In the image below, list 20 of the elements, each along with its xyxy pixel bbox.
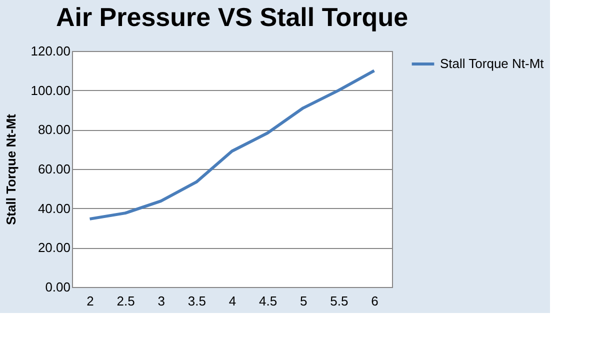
x-tick-label: 3 xyxy=(158,294,166,308)
x-tick-label: 2.5 xyxy=(116,294,135,308)
line-series xyxy=(88,69,376,220)
y-tick-label: 20.00 xyxy=(38,240,70,256)
y-tick-label: 0.00 xyxy=(45,280,70,294)
x-tick-label: 6 xyxy=(371,294,378,308)
x-tick-label: 5 xyxy=(300,294,308,308)
y-tick-label: 80.00 xyxy=(38,122,70,138)
y-tick-label: 120.00 xyxy=(30,44,70,58)
y-tick-label: 40.00 xyxy=(38,200,70,216)
x-tick-label: 4 xyxy=(228,294,236,308)
chart-title: Air Pressure VS Stall Torque xyxy=(56,2,408,32)
x-tick-label: 3.5 xyxy=(188,294,206,308)
y-tick-label: 60.00 xyxy=(38,162,70,176)
x-tick-label: 4.5 xyxy=(259,294,278,308)
x-tick-label: 2 xyxy=(86,294,94,308)
y-axis-title: Stall Torque Nt-Mt xyxy=(4,113,19,225)
y-tick-label: 100.00 xyxy=(30,82,70,98)
x-tick-label: 5.5 xyxy=(330,294,348,308)
legend-label: Stall Torque Nt-Mt xyxy=(440,56,544,71)
